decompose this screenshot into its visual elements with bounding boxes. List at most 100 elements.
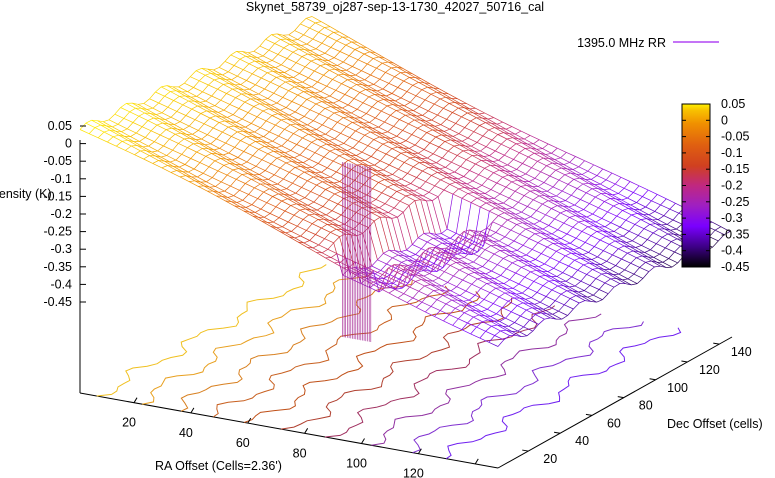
mesh-segment: [259, 103, 269, 110]
mesh-segment: [506, 329, 516, 336]
mesh-segment: [474, 288, 482, 296]
mesh-segment: [458, 107, 468, 114]
mesh-segment: [393, 184, 403, 190]
mesh-segment: [239, 55, 246, 60]
mesh-segment: [547, 190, 557, 197]
mesh-segment: [206, 177, 213, 183]
mesh-segment: [494, 127, 504, 133]
mesh-segment: [416, 252, 424, 260]
mesh-segment: [529, 259, 536, 263]
mesh-segment: [522, 244, 533, 250]
mesh-segment: [529, 190, 540, 197]
mesh-segment: [275, 206, 286, 212]
mesh-segment: [410, 114, 421, 121]
mesh-segment: [333, 31, 343, 38]
mesh-segment: [493, 172, 503, 178]
mesh-segment: [323, 156, 334, 162]
mesh-segment: [523, 319, 530, 328]
mesh-segment: [404, 183, 411, 187]
mesh-segment: [463, 107, 474, 114]
mesh-segment: [525, 227, 532, 230]
contour-line: [325, 305, 556, 438]
mesh-segment: [565, 195, 572, 201]
mesh-segment: [512, 283, 520, 289]
mesh-segment: [179, 95, 189, 102]
mesh-segment: [357, 108, 367, 114]
mesh-segment: [422, 170, 432, 176]
mesh-segment: [407, 173, 417, 178]
mesh-segment: [481, 239, 488, 242]
mesh-segment: [183, 125, 190, 130]
mesh-segment: [271, 33, 278, 35]
mesh-segment: [460, 304, 471, 311]
mesh-segment: [232, 157, 239, 161]
mesh-segment: [371, 89, 381, 96]
mesh-segment: [211, 153, 221, 159]
mesh-segment: [592, 207, 599, 215]
mesh-segment: [447, 243, 454, 245]
legend: 1395.0 MHz RR: [577, 36, 719, 50]
mesh-segment: [330, 40, 337, 48]
mesh-segment: [144, 112, 151, 114]
mesh-segment: [248, 63, 259, 69]
mesh-segment: [572, 290, 579, 293]
mesh-segment: [480, 227, 487, 232]
mesh-segment: [370, 131, 380, 138]
mesh-segment: [652, 232, 663, 238]
mesh-segment: [501, 166, 512, 173]
mesh-segment: [515, 133, 525, 140]
mesh-segment: [571, 269, 578, 278]
mesh-segment: [374, 270, 381, 275]
mesh-segment: [651, 200, 661, 206]
mesh-segment: [587, 170, 598, 176]
mesh-segment: [185, 108, 192, 116]
mesh-segment: [224, 120, 231, 123]
mesh-segment: [296, 82, 307, 89]
mesh-segment: [671, 262, 679, 268]
mesh-segment: [522, 222, 529, 225]
mesh-segment: [405, 195, 416, 201]
mesh-segment: [567, 168, 577, 175]
mesh-segment: [249, 141, 256, 146]
mesh-segment: [301, 124, 311, 131]
y-tick-label: 140: [731, 345, 752, 359]
mesh-segment: [434, 103, 444, 109]
mesh-segment: [453, 244, 463, 250]
mesh-segment: [352, 147, 363, 153]
mesh-segment: [209, 117, 220, 123]
mesh-segment: [254, 183, 261, 189]
mesh-segment: [272, 70, 279, 73]
mesh-segment: [439, 88, 449, 95]
mesh-segment: [583, 209, 593, 215]
mesh-segment: [356, 155, 366, 161]
mesh-segment: [624, 203, 635, 210]
mesh-segment: [474, 294, 485, 300]
mesh-segment: [348, 266, 355, 270]
mesh-segment: [629, 181, 640, 187]
y-tick: [681, 360, 688, 363]
mesh-segment: [434, 179, 441, 187]
mesh-segment: [519, 176, 530, 182]
mesh-segment: [426, 132, 436, 138]
mesh-segment: [360, 169, 367, 174]
mesh-segment: [424, 99, 435, 105]
mesh-segment: [440, 124, 451, 130]
mesh-segment: [543, 157, 553, 164]
mesh-segment: [151, 151, 162, 158]
mesh-segment: [223, 84, 233, 90]
mesh-segment: [351, 41, 361, 48]
mesh-segment: [276, 157, 287, 164]
mesh-segment: [284, 194, 291, 196]
mesh-segment: [88, 127, 96, 134]
mesh-segment: [355, 126, 362, 132]
mesh-segment: [469, 309, 480, 316]
mesh-segment: [149, 91, 156, 100]
mesh-segment: [182, 100, 189, 106]
mesh-segment: [329, 220, 339, 226]
mesh-segment: [388, 267, 398, 273]
mesh-segment: [630, 262, 640, 268]
mesh-segment: [382, 212, 389, 214]
x-tick: [304, 428, 309, 434]
mesh-segment: [482, 260, 489, 267]
mesh-segment: [218, 120, 225, 123]
